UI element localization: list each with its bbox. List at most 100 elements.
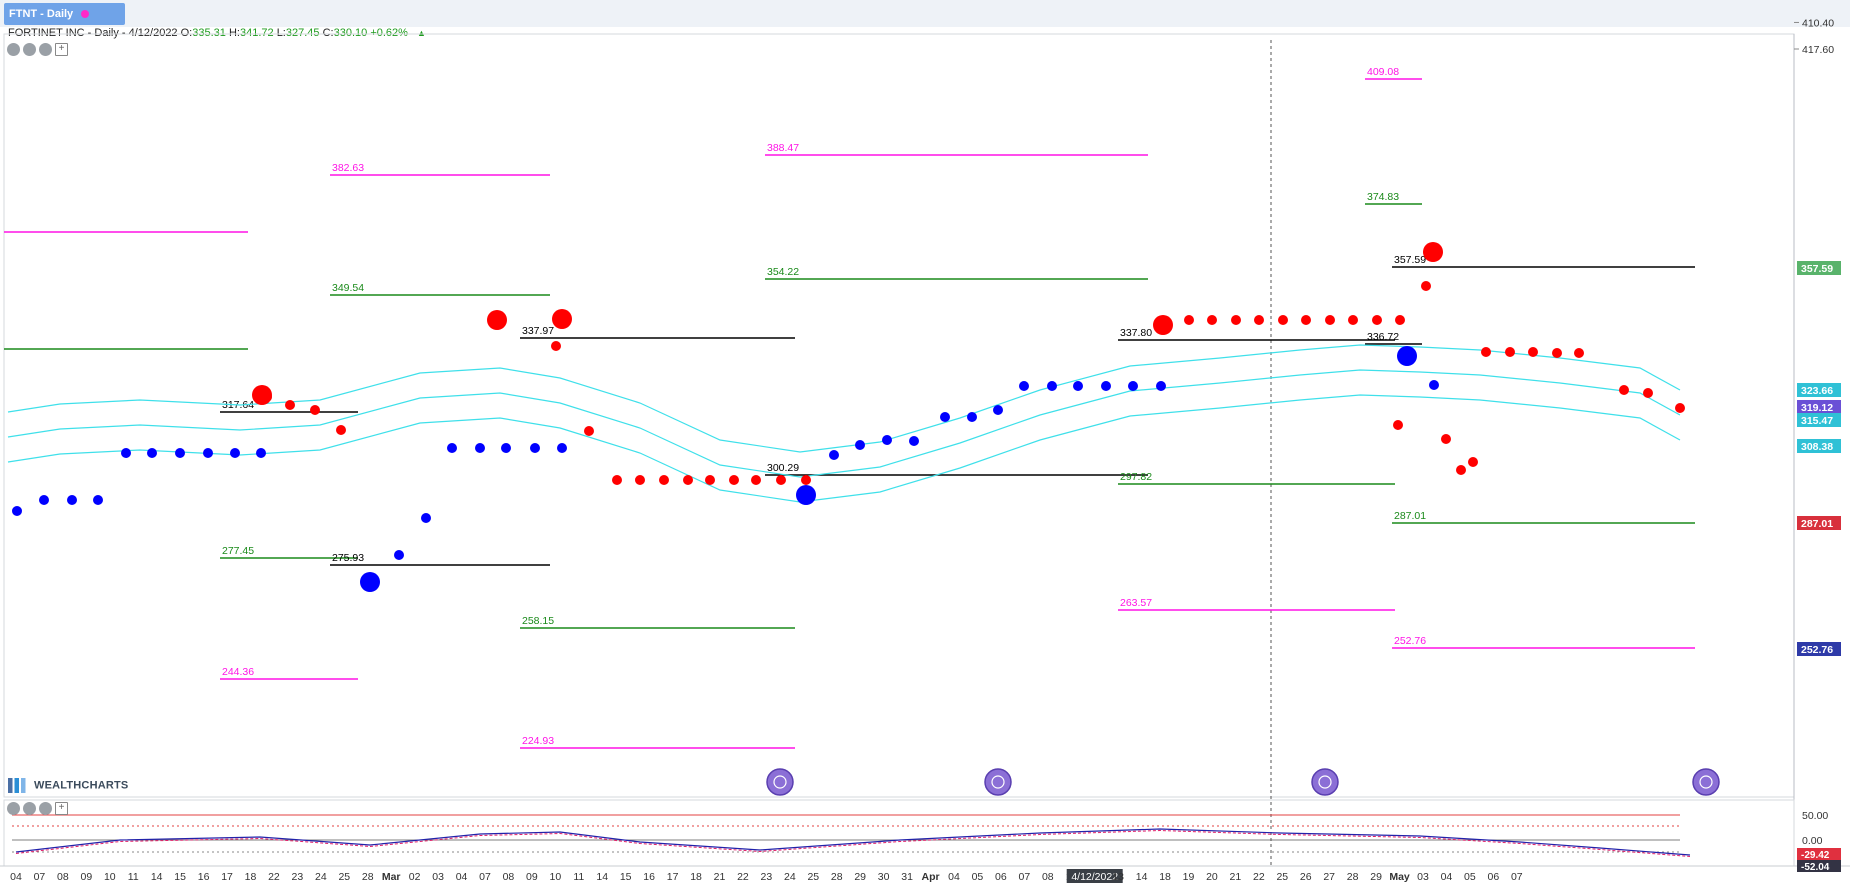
- time-label: 04: [1441, 871, 1453, 883]
- price-badge: [1797, 261, 1841, 275]
- blue-signal-dot: [967, 412, 977, 422]
- red-signal-dot: [1207, 315, 1217, 325]
- level-label: 337.80: [1120, 327, 1152, 339]
- time-label: 24: [315, 871, 327, 883]
- indicator-line-red: [15, 829, 1691, 857]
- level-label: 337.97: [522, 325, 554, 337]
- wealthcharts-logo: WEALTHCHARTS: [8, 778, 128, 793]
- indicator-settings-icon[interactable]: [7, 802, 20, 815]
- time-label: 09: [81, 871, 93, 883]
- time-label: 11: [573, 871, 584, 883]
- red-signal-dot: [285, 400, 295, 410]
- time-label: 10: [104, 871, 116, 883]
- blue-signal-dot: [1073, 381, 1083, 391]
- indicator-badge-label: -52.04: [1801, 862, 1830, 873]
- red-signal-dot: [1231, 315, 1241, 325]
- time-label: 15: [174, 871, 186, 883]
- symbol-tab[interactable]: FTNT - Daily: [4, 3, 125, 25]
- red-signal-dot: [1301, 315, 1311, 325]
- price-badge: [1797, 642, 1841, 656]
- red-signal-dot: [801, 475, 811, 485]
- blue-signal-dot: [882, 435, 892, 445]
- indicator-pane-tools: +: [7, 802, 71, 816]
- price-badge-label: 323.66: [1801, 385, 1833, 397]
- time-label: 07: [34, 871, 46, 883]
- time-label: 03: [1417, 871, 1429, 883]
- time-label: 13: [1112, 871, 1124, 883]
- red-signal-dot: [336, 425, 346, 435]
- blue-signal-dot: [475, 443, 485, 453]
- level-label: 388.47: [767, 142, 799, 154]
- red-signal-dot: [1505, 347, 1515, 357]
- time-label: 03: [432, 871, 444, 883]
- red-signal-dot: [1675, 403, 1685, 413]
- red-signal-dot: [1348, 315, 1358, 325]
- indicator-add-icon[interactable]: +: [55, 802, 68, 815]
- red-signal-dot: [1393, 420, 1403, 430]
- blue-signal-dot: [1128, 381, 1138, 391]
- red-signal-dot: [1421, 281, 1431, 291]
- time-label: 15: [620, 871, 632, 883]
- indicator-move-up-icon[interactable]: [39, 802, 52, 815]
- up-arrow-icon: ▲: [417, 28, 426, 38]
- move-up-icon[interactable]: [39, 43, 52, 56]
- blue-signal-dot: [230, 448, 240, 458]
- level-label: 354.22: [767, 266, 799, 278]
- logo-mark-icon: [8, 778, 30, 793]
- blue-signal-dot: [421, 513, 431, 523]
- price-badge-label: 319.12: [1801, 402, 1833, 414]
- red-signal-dot: [551, 341, 561, 351]
- time-label: 06: [1488, 871, 1500, 883]
- time-label: 06: [995, 871, 1007, 883]
- level-label: 252.76: [1394, 635, 1426, 647]
- price-badge-label: 252.76: [1801, 644, 1833, 656]
- time-label: 08: [1042, 871, 1054, 883]
- add-pane-icon[interactable]: +: [55, 43, 68, 56]
- blue-signal-dot: [447, 443, 457, 453]
- collapse-icon[interactable]: [23, 43, 36, 56]
- price-badge-label: 315.47: [1801, 415, 1833, 427]
- red-signal-dot: [1372, 315, 1382, 325]
- company-name: FORTINET INC: [8, 27, 85, 39]
- red-signal-dot: [612, 475, 622, 485]
- blue-signal-dot: [203, 448, 213, 458]
- time-label: 14: [151, 871, 163, 883]
- settings-icon[interactable]: [7, 43, 20, 56]
- blue-signal-dot: [855, 440, 865, 450]
- level-label: 275.93: [332, 552, 364, 564]
- time-label: 19: [1183, 871, 1195, 883]
- indicator-badge: [1797, 848, 1841, 860]
- lower-band: [7, 394, 1681, 503]
- red-signal-dot: [1643, 388, 1653, 398]
- level-label: 336.72: [1367, 331, 1399, 343]
- blue-signal-dot: [940, 412, 950, 422]
- middle-band: [7, 369, 1681, 478]
- time-label: 05: [972, 871, 984, 883]
- earnings-event-icon-inner: [991, 775, 1005, 789]
- level-label: 300.29: [767, 462, 799, 474]
- red-signal-dot: [1619, 385, 1629, 395]
- crosshair-date-box: [1066, 869, 1123, 883]
- level-label: 374.83: [1367, 191, 1399, 203]
- time-label: May: [1389, 871, 1410, 883]
- indicator-collapse-icon[interactable]: [23, 802, 36, 815]
- red-signal-dot: [683, 475, 693, 485]
- earnings-event-icon: [984, 768, 1012, 796]
- red-signal-dot: [1395, 315, 1405, 325]
- interval-date: Daily - 4/12/2022: [94, 27, 178, 39]
- level-label: 244.36: [222, 666, 254, 678]
- price-badge-label: 287.01: [1801, 518, 1833, 530]
- time-label: 07: [1019, 871, 1031, 883]
- red-signal-dot: [1528, 347, 1538, 357]
- price-badge: [1797, 439, 1841, 453]
- earnings-event-icon: [1311, 768, 1339, 796]
- time-label: 09: [526, 871, 538, 883]
- quote-line: FORTINET INC - Daily - 4/12/2022 O:335.3…: [8, 27, 426, 39]
- time-label: 28: [362, 871, 374, 883]
- logo-text: WEALTHCHARTS: [34, 779, 129, 792]
- blue-signal-dot: [501, 443, 511, 453]
- level-label: 297.82: [1120, 471, 1152, 483]
- level-label: 287.01: [1394, 510, 1426, 522]
- time-label: 18: [245, 871, 257, 883]
